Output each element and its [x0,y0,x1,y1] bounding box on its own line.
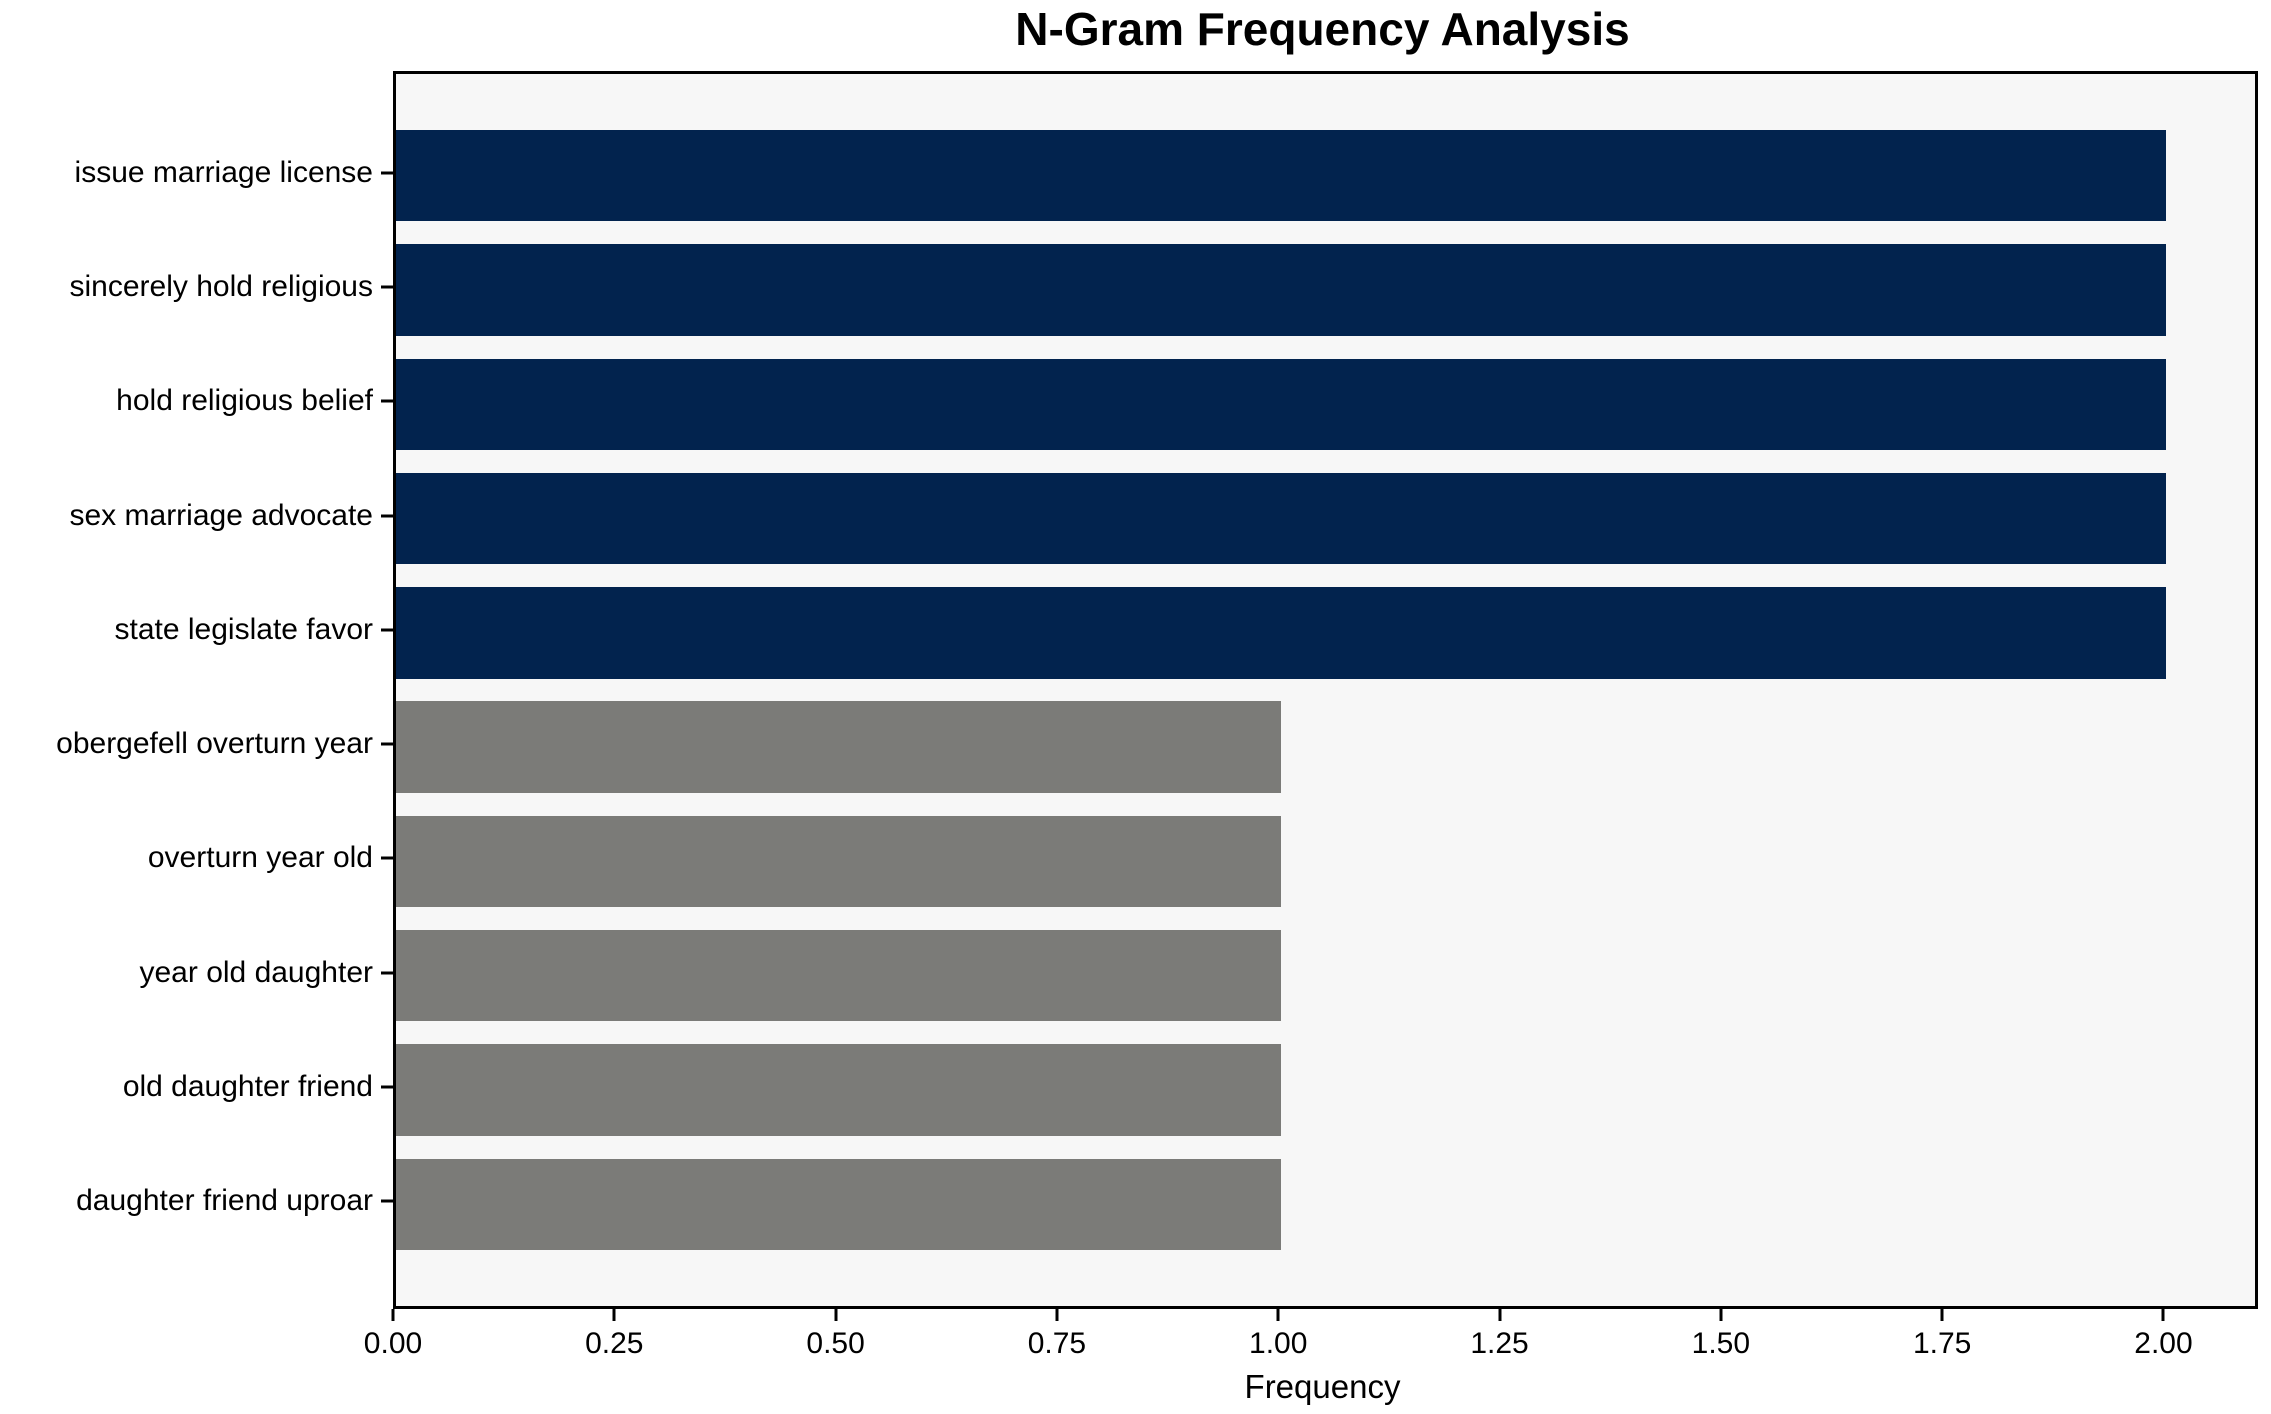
x-tick-label: 1.00 [1249,1327,1308,1360]
y-tick-mark [381,514,393,518]
x-tick-label: 1.50 [1691,1327,1751,1360]
y-tick-mark [381,856,393,860]
y-tick-label: hold religious belief [116,384,373,418]
bar [396,587,2167,679]
bar [396,472,2167,565]
x-tick-mark [1719,1309,1723,1321]
y-tick-label: state legislate favor [114,612,373,646]
plot-area [393,71,2258,1309]
bar [396,930,1282,1022]
y-tick-label: old daughter friend [122,1070,373,1103]
x-tick-mark [1498,1309,1502,1321]
y-tick-mark [381,742,393,746]
y-tick-mark [381,399,393,403]
x-tick-label: 0.50 [806,1327,865,1360]
x-tick-label: 2.00 [2134,1327,2193,1360]
x-tick-mark [1055,1309,1059,1321]
x-tick-mark [834,1309,838,1321]
y-tick-label: daughter friend uproar [76,1184,373,1218]
x-tick-label: 0.75 [1027,1327,1087,1360]
bar [396,358,2167,450]
y-tick-label: issue marriage license [74,155,373,189]
x-tick-mark [1276,1309,1280,1321]
y-tick-label: sincerely hold religious [69,270,374,303]
y-tick-mark [381,1085,393,1089]
x-tick-mark [391,1309,395,1321]
x-tick-label: 1.25 [1470,1327,1529,1360]
y-tick-mark [381,628,393,632]
y-tick-mark [381,1199,393,1203]
x-tick-label: 1.75 [1912,1327,1972,1360]
y-tick-mark [381,171,393,175]
x-axis-title: Frequency [1244,1368,1401,1405]
x-tick-label: 0.00 [363,1327,423,1360]
chart-title: N-Gram Frequency Analysis [1015,3,1630,55]
bar [396,701,1282,793]
y-tick-mark [381,971,393,975]
bar [396,244,2167,336]
x-tick-mark [2161,1309,2165,1321]
bar [396,130,2167,222]
x-tick-label: 0.25 [585,1327,644,1360]
y-tick-label: obergefell overturn year [56,727,373,761]
y-tick-label: year old daughter [139,955,374,989]
x-tick-mark [1940,1309,1944,1321]
y-tick-label: overturn year old [147,841,373,875]
y-tick-label: sex marriage advocate [69,498,374,532]
bar [396,1044,1282,1136]
x-tick-mark [612,1309,616,1321]
bar [396,1158,1282,1250]
bar [396,815,1282,908]
y-tick-mark [381,285,393,289]
